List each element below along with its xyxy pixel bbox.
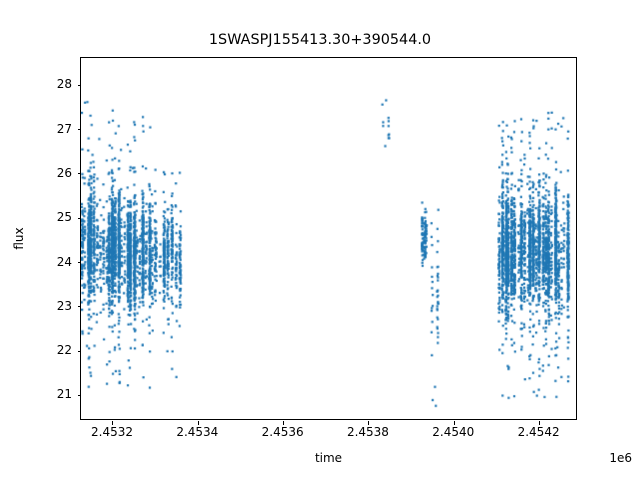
- x-tick-mark: [283, 421, 285, 425]
- chart-title: 1SWASPJ155413.30+390544.0: [208, 32, 432, 48]
- y-tick-mark: [77, 173, 81, 175]
- x-tick-mark: [539, 421, 541, 425]
- x-tick-label: 2.4536: [261, 425, 304, 439]
- y-tick-label: 28: [56, 77, 72, 92]
- scatter-plot-canvas: [81, 58, 576, 419]
- y-tick-mark: [77, 129, 81, 131]
- y-tick-mark: [77, 217, 81, 219]
- y-tick-mark: [77, 350, 81, 352]
- y-tick-mark: [77, 394, 81, 396]
- y-tick-label: 25: [56, 210, 72, 225]
- x-tick-label: 2.4538: [346, 425, 389, 439]
- x-axis-label: time: [314, 451, 343, 465]
- x-tick-label: 2.4534: [176, 425, 219, 439]
- x-tick-label: 2.4542: [517, 425, 560, 439]
- y-tick-label: 21: [56, 387, 72, 402]
- x-axis-tick-labels: 2.4532 2.4534 2.4536 2.4538 2.4540 2.4542: [80, 420, 577, 440]
- x-axis-offset-label: 1e6: [609, 451, 632, 465]
- y-tick-mark: [77, 306, 81, 308]
- y-tick-mark: [77, 262, 81, 264]
- x-tick-mark: [197, 421, 199, 425]
- x-tick-mark: [368, 421, 370, 425]
- x-tick-label: 2.4540: [432, 425, 475, 439]
- plot-axes-frame: [77, 57, 577, 425]
- x-tick-mark: [453, 421, 455, 425]
- x-tick-mark: [112, 421, 114, 425]
- y-tick-label: 22: [56, 343, 72, 358]
- y-tick-label: 26: [56, 165, 72, 180]
- y-axis-label: flux: [12, 227, 26, 250]
- y-axis-tick-labels: 21 22 23 24 25 26 27 28: [0, 57, 72, 420]
- y-tick-label: 27: [56, 121, 72, 136]
- y-tick-label: 23: [56, 298, 72, 313]
- y-tick-mark: [77, 84, 81, 86]
- x-tick-label: 2.4532: [91, 425, 133, 439]
- y-tick-label: 24: [56, 254, 72, 269]
